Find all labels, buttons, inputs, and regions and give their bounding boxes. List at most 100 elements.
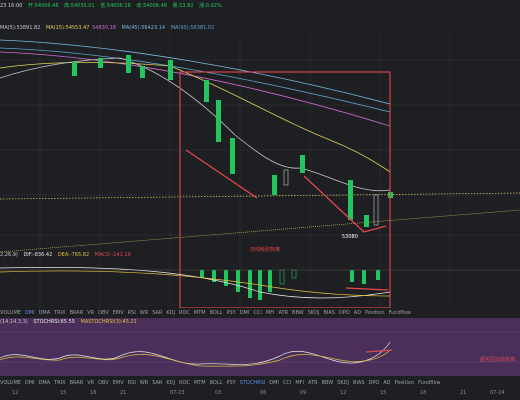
macd-bar [200,270,204,278]
price-low-label: 53080 [342,234,358,240]
indicator-tab-obv[interactable]: OBV [98,380,109,386]
indicator-tab-mtm[interactable]: MTM [193,380,206,386]
indicator-tab-roc[interactable]: ROC [179,380,190,386]
candle [300,155,305,173]
indicator-tab-kdj[interactable]: KDJ [166,380,175,386]
price-divergence-arrow [303,175,365,233]
indicator-tab-vr[interactable]: VR [87,380,95,386]
indicator-tab-dpo[interactable]: DPO [338,310,350,316]
date-tick-label: 18 [90,390,97,396]
indicator-tab-dmi[interactable]: DMI [239,310,250,316]
indicator-tab-dmi[interactable]: DMI [24,380,35,386]
date-tick-label: 21 [120,390,127,396]
candle [204,80,209,102]
price-divergence-arrow [185,149,258,199]
indicator-tab-dma[interactable]: DMA [38,380,51,386]
indicator-tab-ad[interactable]: AD [353,310,362,316]
macd-bar [224,270,228,286]
indicator-tab-dmi[interactable]: DMI [269,380,279,386]
indicator-tab-brar[interactable]: BRAR [69,380,84,386]
candle [364,215,369,227]
indicator-tab-roc[interactable]: ROC [179,310,190,316]
indicator-tab-fundflow[interactable]: Fundflow [388,310,411,316]
indicator-tab-wr[interactable]: WR [139,380,149,386]
indicator-tab-position[interactable]: Position [394,380,415,386]
mastochrsi-value: MASTOCHRSI(3):45.21 [80,319,137,325]
indicator-tab-emv[interactable]: EMV [112,310,124,316]
indicator-tab-boll[interactable]: BOLL [209,310,223,316]
ma15-label: MA(15):54553.47 [45,25,90,31]
ma-mid-line [0,51,391,127]
price-close: 收:54006.48 [136,3,167,9]
indicator-tab-trix[interactable]: TRIX [54,380,66,386]
macd-bar [279,269,285,285]
stochrsi-canvas [0,331,520,367]
indicator-tab-dmi[interactable]: DMI [24,310,35,316]
indicator-tab-cci[interactable]: CCI [282,380,292,386]
grid-lines [0,35,520,310]
indicator-tab-mfi[interactable]: MFI [295,380,305,386]
stochrsi-panel: (14,14,3,3) STOCHRSI:65.55 MASTOCHRSI(3)… [0,318,520,376]
mastochrsi-line [0,349,391,367]
candle [216,100,221,142]
date-tick-label: 15 [60,390,67,396]
indicator-tab-bbw[interactable]: BBW [292,310,304,316]
indicator-tab-cci[interactable]: CCI [253,310,262,316]
candle [373,194,379,226]
price-volume: 量:13.82 [172,3,194,9]
candle [140,66,145,78]
indicator-tab-position[interactable]: Position [365,310,385,316]
indicator-tab-sar[interactable]: SAR [152,380,163,386]
price-open: 开:54006.48 [27,3,59,9]
indicator-tab-emv[interactable]: EMV [112,380,124,386]
indicator-tab-rsi[interactable]: RSI [127,310,136,316]
divergence-box [179,71,391,309]
candle [72,62,77,76]
indicator-tab-kdj[interactable]: KDJ [166,310,175,316]
date-axis: 12 15 18 21 07-23 03 06 09 12 15 18 21 07-24 [0,388,520,398]
indicator-tab-boll[interactable]: BOLL [209,380,223,386]
support-line [0,209,520,253]
indicator-tab-atr[interactable]: ATR [278,310,289,316]
indicator-tab-atr[interactable]: ATR [308,380,318,386]
indicator-tab-mtm[interactable]: MTM [193,310,206,316]
indicator-tab-dpo[interactable]: DPO [368,380,380,386]
indicator-toolbar-sub: VOLUME DMI DMA TRIX BRAR VR OBV EMV RSI WR SAR KDJ R… [0,378,520,388]
date-tick-label: 18 [420,390,427,396]
indicator-tab-psy[interactable]: PSY [226,380,236,386]
indicator-tab-stochrsi[interactable]: STOCHRSI [239,380,266,386]
indicator-tab-volume[interactable]: VOLUME [0,380,21,386]
indicator-tab-rsi[interactable]: RSI [127,380,136,386]
price-header-time: 23 16:00 [0,3,23,9]
indicator-tab-skdj[interactable]: SKDJ [307,310,320,316]
indicator-tab-trix[interactable]: TRIX [54,310,66,316]
macd-bar [376,270,380,280]
indicator-tab-bbw[interactable]: BBW [321,380,334,386]
ma90-line [0,39,391,105]
candle [272,175,277,195]
macd-legend: 2,26,9) DIF:-836.42 DEA:-765.82 MACD:-14… [0,252,135,258]
macd-params: 2,26,9) [0,252,18,258]
indicator-tab-volume[interactable]: VOLUME [0,310,21,316]
indicator-tab-psy[interactable]: PSY [226,310,236,316]
indicator-tab-ad[interactable]: AD [383,380,391,386]
indicator-tab-bias[interactable]: BIAS [353,380,365,386]
indicator-tab-skdj[interactable]: SKDJ [337,380,350,386]
indicator-tab-wr[interactable]: WR [139,310,149,316]
indicator-tab-brar[interactable]: BRAR [69,310,84,316]
indicator-tab-vr[interactable]: VR [87,310,95,316]
divergence-annotation: 日线级别背离 [250,247,281,253]
ma45-line [0,47,391,113]
indicator-tab-dma[interactable]: DMA [38,310,51,316]
macd-bar [362,270,366,284]
indicator-tab-sar[interactable]: SAR [152,310,163,316]
candle [230,138,235,174]
stochrsi-divergence-arrow [365,349,393,353]
macd-bar [212,270,216,282]
indicator-tab-mfi[interactable]: MFI [265,310,275,316]
macd-dea: DEA:-765.82 [57,252,90,258]
date-tick-label: 15 [380,390,387,396]
indicator-tab-fundflow[interactable]: Fundflow [418,380,441,386]
indicator-tab-bias[interactable]: BIAS [323,310,335,316]
indicator-tab-obv[interactable]: OBV [98,310,109,316]
